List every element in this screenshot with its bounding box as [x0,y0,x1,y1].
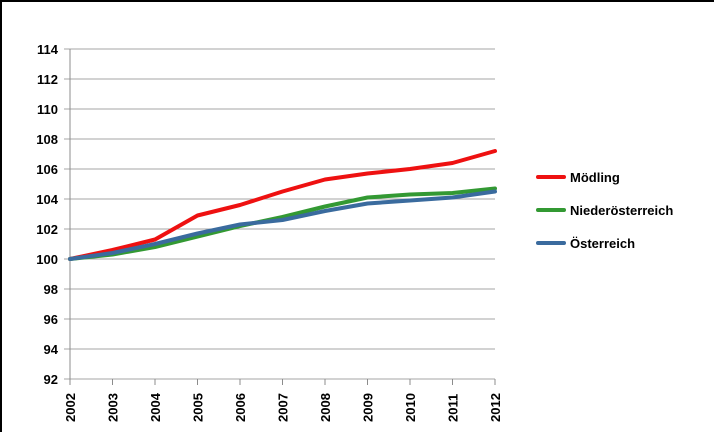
series-line-mödling [68,149,497,261]
y-tick-label: 94 [44,342,59,357]
x-tick-label: 2008 [318,393,333,422]
y-tick-label: 106 [36,162,58,177]
x-tick-label: 2006 [233,393,248,422]
x-tick-label: 2007 [276,393,291,422]
y-tick-label: 110 [37,102,58,117]
x-tick-label: 2005 [191,393,206,422]
y-tick-label: 100 [36,252,58,267]
series-line-niederösterreich [68,186,497,261]
y-tick-label: 112 [37,72,58,87]
x-tick-label: 2012 [488,393,503,422]
x-tick-label: 2010 [403,393,418,422]
y-tick-label: 102 [36,222,58,237]
x-tick-label: 2004 [148,392,163,422]
y-tick-label: 104 [36,192,58,207]
y-tick-label: 98 [44,282,58,297]
x-tick-label: 2002 [63,393,78,422]
y-tick-label: 108 [36,132,58,147]
series-line-österreich [68,189,497,261]
y-tick-label: 96 [44,312,58,327]
y-tick-label: 114 [37,42,59,57]
y-tick-label: 92 [44,372,58,387]
x-tick-label: 2011 [446,394,461,422]
x-tick-label: 2009 [361,393,376,422]
x-tick-label: 2003 [106,393,121,422]
